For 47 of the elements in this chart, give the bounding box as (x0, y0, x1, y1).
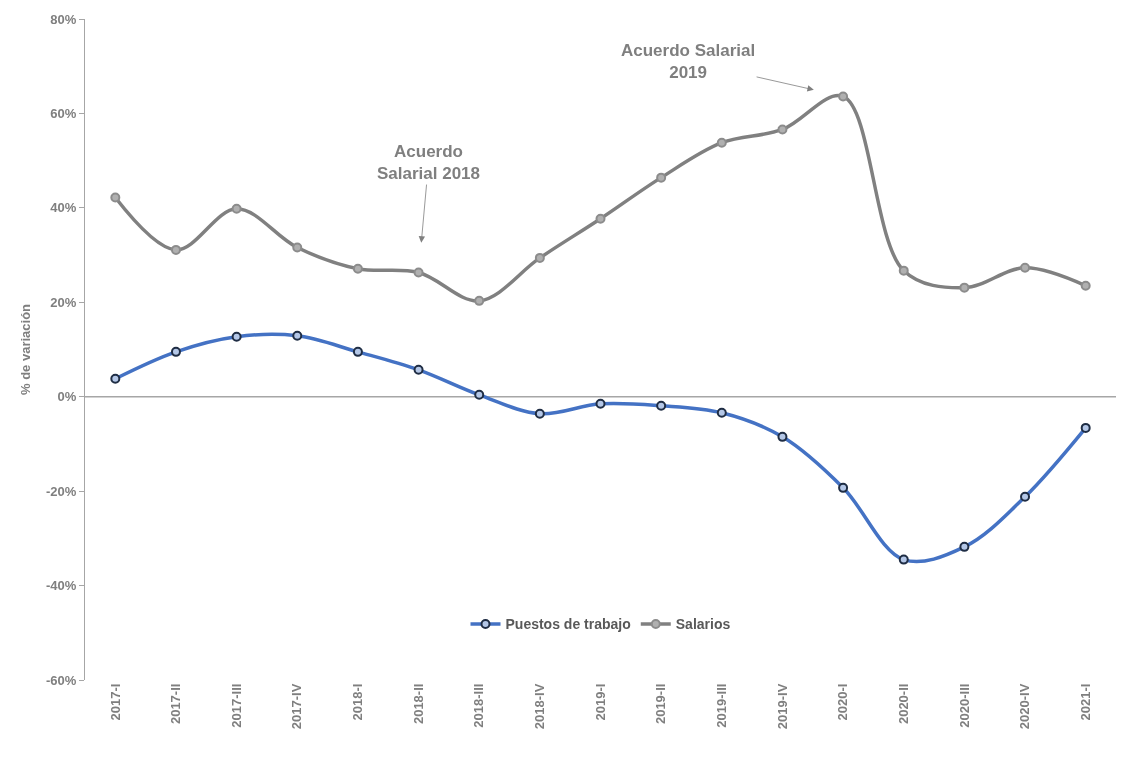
y-tick-label: 40% (50, 200, 77, 216)
annotation: Acuerdo Salarial 2019 (621, 41, 756, 83)
x-tick-label: 2018-I (350, 683, 366, 721)
point (413, 267, 424, 278)
y-tick-label: 80% (50, 11, 77, 27)
x-tick-label: 2018-III (471, 683, 487, 728)
x-tick-label: 2018-IV (532, 683, 548, 730)
point (716, 137, 727, 148)
point (170, 244, 181, 255)
y-tick-label: 20% (50, 294, 77, 310)
x-tick-label: 2020-I (835, 683, 851, 721)
y-tick-label: 60% (50, 105, 77, 121)
y-tick-label: -20% (46, 483, 77, 499)
point (898, 265, 909, 276)
x-tick-label: 2019-III (714, 683, 730, 728)
x-tick-label: 2017-II (168, 683, 184, 725)
x-tick-label: 2018-II (410, 683, 426, 725)
y-tick-label: -40% (46, 578, 77, 594)
point (1080, 280, 1091, 291)
y-axis-title: % de variación (17, 303, 33, 396)
point (1020, 262, 1031, 273)
point (534, 252, 545, 263)
point (777, 124, 788, 135)
point (838, 91, 849, 102)
x-tick-label: 2017-IV (289, 683, 305, 730)
y-tick-label: 0% (57, 389, 77, 405)
x-tick-label: 2021-I (1077, 683, 1093, 721)
x-tick-label: 2019-IV (774, 683, 790, 730)
x-tick-label: 2019-II (653, 683, 669, 725)
x-tick-label: 2020-III (956, 683, 972, 728)
x-tick-label: 2019-I (592, 683, 608, 721)
point (474, 295, 485, 306)
point (959, 282, 970, 293)
point (352, 263, 363, 274)
legend-label: Puestos de trabajo (505, 616, 631, 633)
x-tick-label: 2017-I (107, 683, 123, 721)
point (656, 172, 667, 183)
y-tick-label: -60% (46, 672, 77, 688)
annotation: Acuerdo Salarial 2018 (377, 142, 481, 184)
x-tick-label: 2020-II (895, 683, 911, 725)
x-tick-label: 2020-IV (1017, 683, 1033, 730)
point (595, 213, 606, 224)
point (110, 192, 121, 203)
point (292, 242, 303, 253)
x-tick-label: 2017-III (228, 683, 244, 728)
point (231, 203, 242, 214)
legend-label: Salarios (675, 616, 731, 633)
